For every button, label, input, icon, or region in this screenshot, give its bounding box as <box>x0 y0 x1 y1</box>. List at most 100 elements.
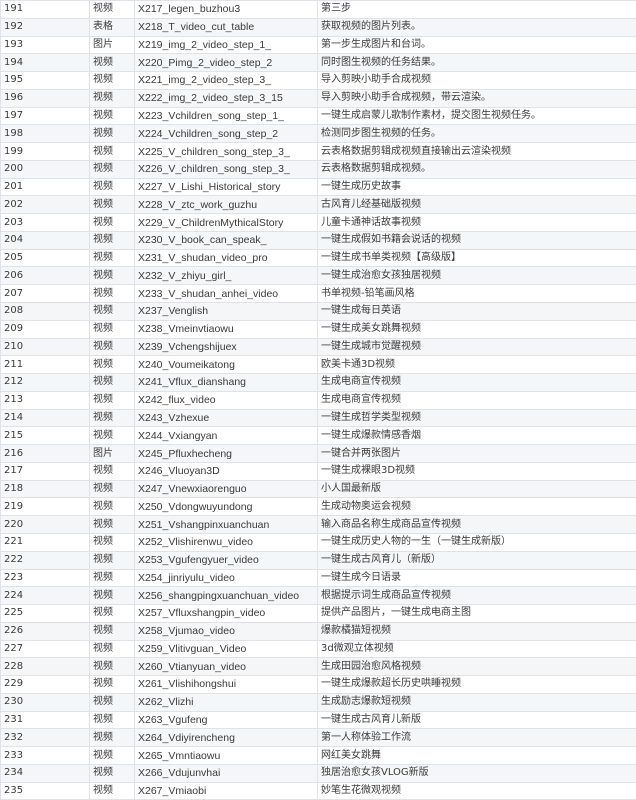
workflow-id-cell: X238_Vmeinvtiaowu <box>134 319 318 339</box>
table-row: 191 视频 X217_legen_buzhou3 第三步 <box>0 0 636 19</box>
table-row: 213 视频 X242_flux_video 生成电商宣传视频 <box>0 390 636 410</box>
row-number: 230 <box>0 692 90 712</box>
row-number: 229 <box>0 675 90 694</box>
table-row: 193 图片 X219_img_2_video_step_1_ 第一步生成图片和台词。 <box>0 35 636 55</box>
row-number: 224 <box>0 586 90 606</box>
type-cell: 视频 <box>89 71 135 90</box>
table-row: 221 视频 X252_Vlishirenwu_video 一键生成历史人物的一生（一… <box>0 532 636 552</box>
description-cell: 小人国最新版 <box>317 479 636 499</box>
workflow-id-cell: X233_V_shudan_anhei_video <box>134 284 318 304</box>
description-cell: 一键生成古风育儿（新版） <box>317 550 636 570</box>
type-cell: 视频 <box>89 479 135 499</box>
type-cell: 图片 <box>89 35 135 55</box>
row-number: 211 <box>0 355 90 375</box>
type-cell: 视频 <box>89 692 135 712</box>
type-cell: 视频 <box>89 675 135 694</box>
workflow-id-cell: X254_jinriyulu_video <box>134 568 318 588</box>
type-cell: 视频 <box>89 53 135 73</box>
workflow-id-cell: X244_Vxiangyan <box>134 426 318 446</box>
description-cell: 生成动物奥运会视频 <box>317 497 636 517</box>
description-cell: 生成电商宣传视频 <box>317 373 636 392</box>
workflow-id-cell: X264_Vdiyirencheng <box>134 728 318 748</box>
workflow-id-cell: X231_V_shudan_video_pro <box>134 248 318 268</box>
row-number: 231 <box>0 710 90 730</box>
type-cell: 视频 <box>89 657 135 677</box>
description-cell: 提供产品图片，一键生成电商主图 <box>317 604 636 623</box>
type-cell: 视频 <box>89 639 135 659</box>
description-cell: 一键生成爆款情感香烟 <box>317 426 636 446</box>
description-cell: 一键生成历史人物的一生（一键生成新版） <box>317 532 636 552</box>
description-cell: 根据提示词生成商品宣传视频 <box>317 586 636 606</box>
workflow-id-cell: X252_Vlishirenwu_video <box>134 532 318 552</box>
row-number: 194 <box>0 53 90 73</box>
type-cell: 视频 <box>89 159 135 179</box>
description-cell: 同时图生视频的任务结果。 <box>317 53 636 73</box>
description-cell: 一键生成假如书籍会说话的视频 <box>317 230 636 250</box>
row-number: 214 <box>0 408 90 428</box>
type-cell: 视频 <box>89 710 135 730</box>
workflow-id-cell: X265_Vmntiaowu <box>134 746 318 765</box>
workflow-id-cell: X242_flux_video <box>134 390 318 410</box>
type-cell: 视频 <box>89 781 135 800</box>
workflow-id-cell: X218_T_video_cut_table <box>134 17 318 37</box>
table-row: 204 视频 X230_V_book_can_speak_ 一键生成假如书籍会说话的视… <box>0 230 636 250</box>
workflow-id-cell: X262_Vlizhi <box>134 692 318 712</box>
table-row: 198 视频 X224_Vchildren_song_step_2 检测同步图生视频的… <box>0 124 636 144</box>
description-cell: 妙笔生花微观视频 <box>317 781 636 800</box>
row-number: 226 <box>0 621 90 641</box>
workflow-id-cell: X217_legen_buzhou3 <box>134 0 318 19</box>
table-row: 231 视频 X263_Vgufeng 一键生成古风育儿新版 <box>0 710 636 730</box>
description-cell: 古风育儿经基础版视频 <box>317 195 636 215</box>
row-number: 219 <box>0 497 90 517</box>
description-cell: 生成励志爆款短视频 <box>317 692 636 712</box>
workflow-id-cell: X223_Vchildren_song_step_1_ <box>134 106 318 126</box>
description-cell: 一键生成美女跳舞视频 <box>317 319 636 339</box>
row-number: 217 <box>0 461 90 481</box>
row-number: 193 <box>0 35 90 55</box>
row-number: 209 <box>0 319 90 339</box>
description-cell: 一键生成哲学类型视频 <box>317 408 636 428</box>
table-row: 207 视频 X233_V_shudan_anhei_video 书单视频-铅笔画风格 <box>0 284 636 304</box>
row-number: 191 <box>0 0 90 19</box>
type-cell: 视频 <box>89 0 135 19</box>
description-cell: 一键生成裸眼3D视频 <box>317 461 636 481</box>
table-row: 203 视频 X229_V_ChildrenMythicalStory 儿童卡通神话故… <box>0 213 636 232</box>
description-cell: 一键生成启蒙儿歌制作素材，提交图生视频任务。 <box>317 106 636 126</box>
row-number: 199 <box>0 142 90 161</box>
table-row: 218 视频 X247_Vnewxiaorenguo 小人国最新版 <box>0 479 636 499</box>
workflow-id-cell: X239_Vchengshijuex <box>134 337 318 357</box>
row-number: 221 <box>0 532 90 552</box>
type-cell: 视频 <box>89 230 135 250</box>
table-row: 216 图片 X245_Pfluxhecheng 一键合并两张图片 <box>0 444 636 463</box>
table-row: 210 视频 X239_Vchengshijuex 一键生成城市觉醒视频 <box>0 337 636 357</box>
workflow-id-cell: X247_Vnewxiaorenguo <box>134 479 318 499</box>
type-cell: 视频 <box>89 604 135 623</box>
row-number: 233 <box>0 746 90 765</box>
table-row: 235 视频 X267_Vmiaobi 妙笔生花微观视频 <box>0 781 636 800</box>
row-number: 216 <box>0 444 90 463</box>
table-row: 233 视频 X265_Vmntiaowu 网红美女跳舞 <box>0 746 636 765</box>
type-cell: 视频 <box>89 373 135 392</box>
workflow-id-cell: X260_Vtianyuan_video <box>134 657 318 677</box>
table-row: 219 视频 X250_Vdongwuyundong 生成动物奥运会视频 <box>0 497 636 517</box>
row-number: 235 <box>0 781 90 800</box>
table-row: 211 视频 X240_Voumeikatong 欧美卡通3D视频 <box>0 355 636 375</box>
workflow-id-cell: X221_img_2_video_step_3_ <box>134 71 318 90</box>
workflow-id-cell: X241_Vflux_dianshang <box>134 373 318 392</box>
workflow-id-cell: X250_Vdongwuyundong <box>134 497 318 517</box>
description-cell: 检测同步图生视频的任务。 <box>317 124 636 144</box>
type-cell: 视频 <box>89 266 135 286</box>
type-cell: 视频 <box>89 213 135 232</box>
row-number: 202 <box>0 195 90 215</box>
row-number: 210 <box>0 337 90 357</box>
table-row: 234 视频 X266_Vdujunvhai 独居治愈女孩VLOG新版 <box>0 763 636 783</box>
table-row: 194 视频 X220_Pimg_2_video_step_2 同时图生视频的任务结果… <box>0 53 636 73</box>
table-row: 200 视频 X226_V_children_song_step_3_ 云表格数据剪辑… <box>0 159 636 179</box>
description-cell: 输入商品名称生成商品宣传视频 <box>317 515 636 534</box>
description-cell: 书单视频-铅笔画风格 <box>317 284 636 304</box>
type-cell: 视频 <box>89 390 135 410</box>
description-cell: 导入剪映小助手合成视频，带云渲染。 <box>317 88 636 108</box>
description-cell: 儿童卡通神话故事视频 <box>317 213 636 232</box>
table-row: 222 视频 X253_Vgufengyuer_video 一键生成古风育儿（新版） <box>0 550 636 570</box>
type-cell: 视频 <box>89 746 135 765</box>
